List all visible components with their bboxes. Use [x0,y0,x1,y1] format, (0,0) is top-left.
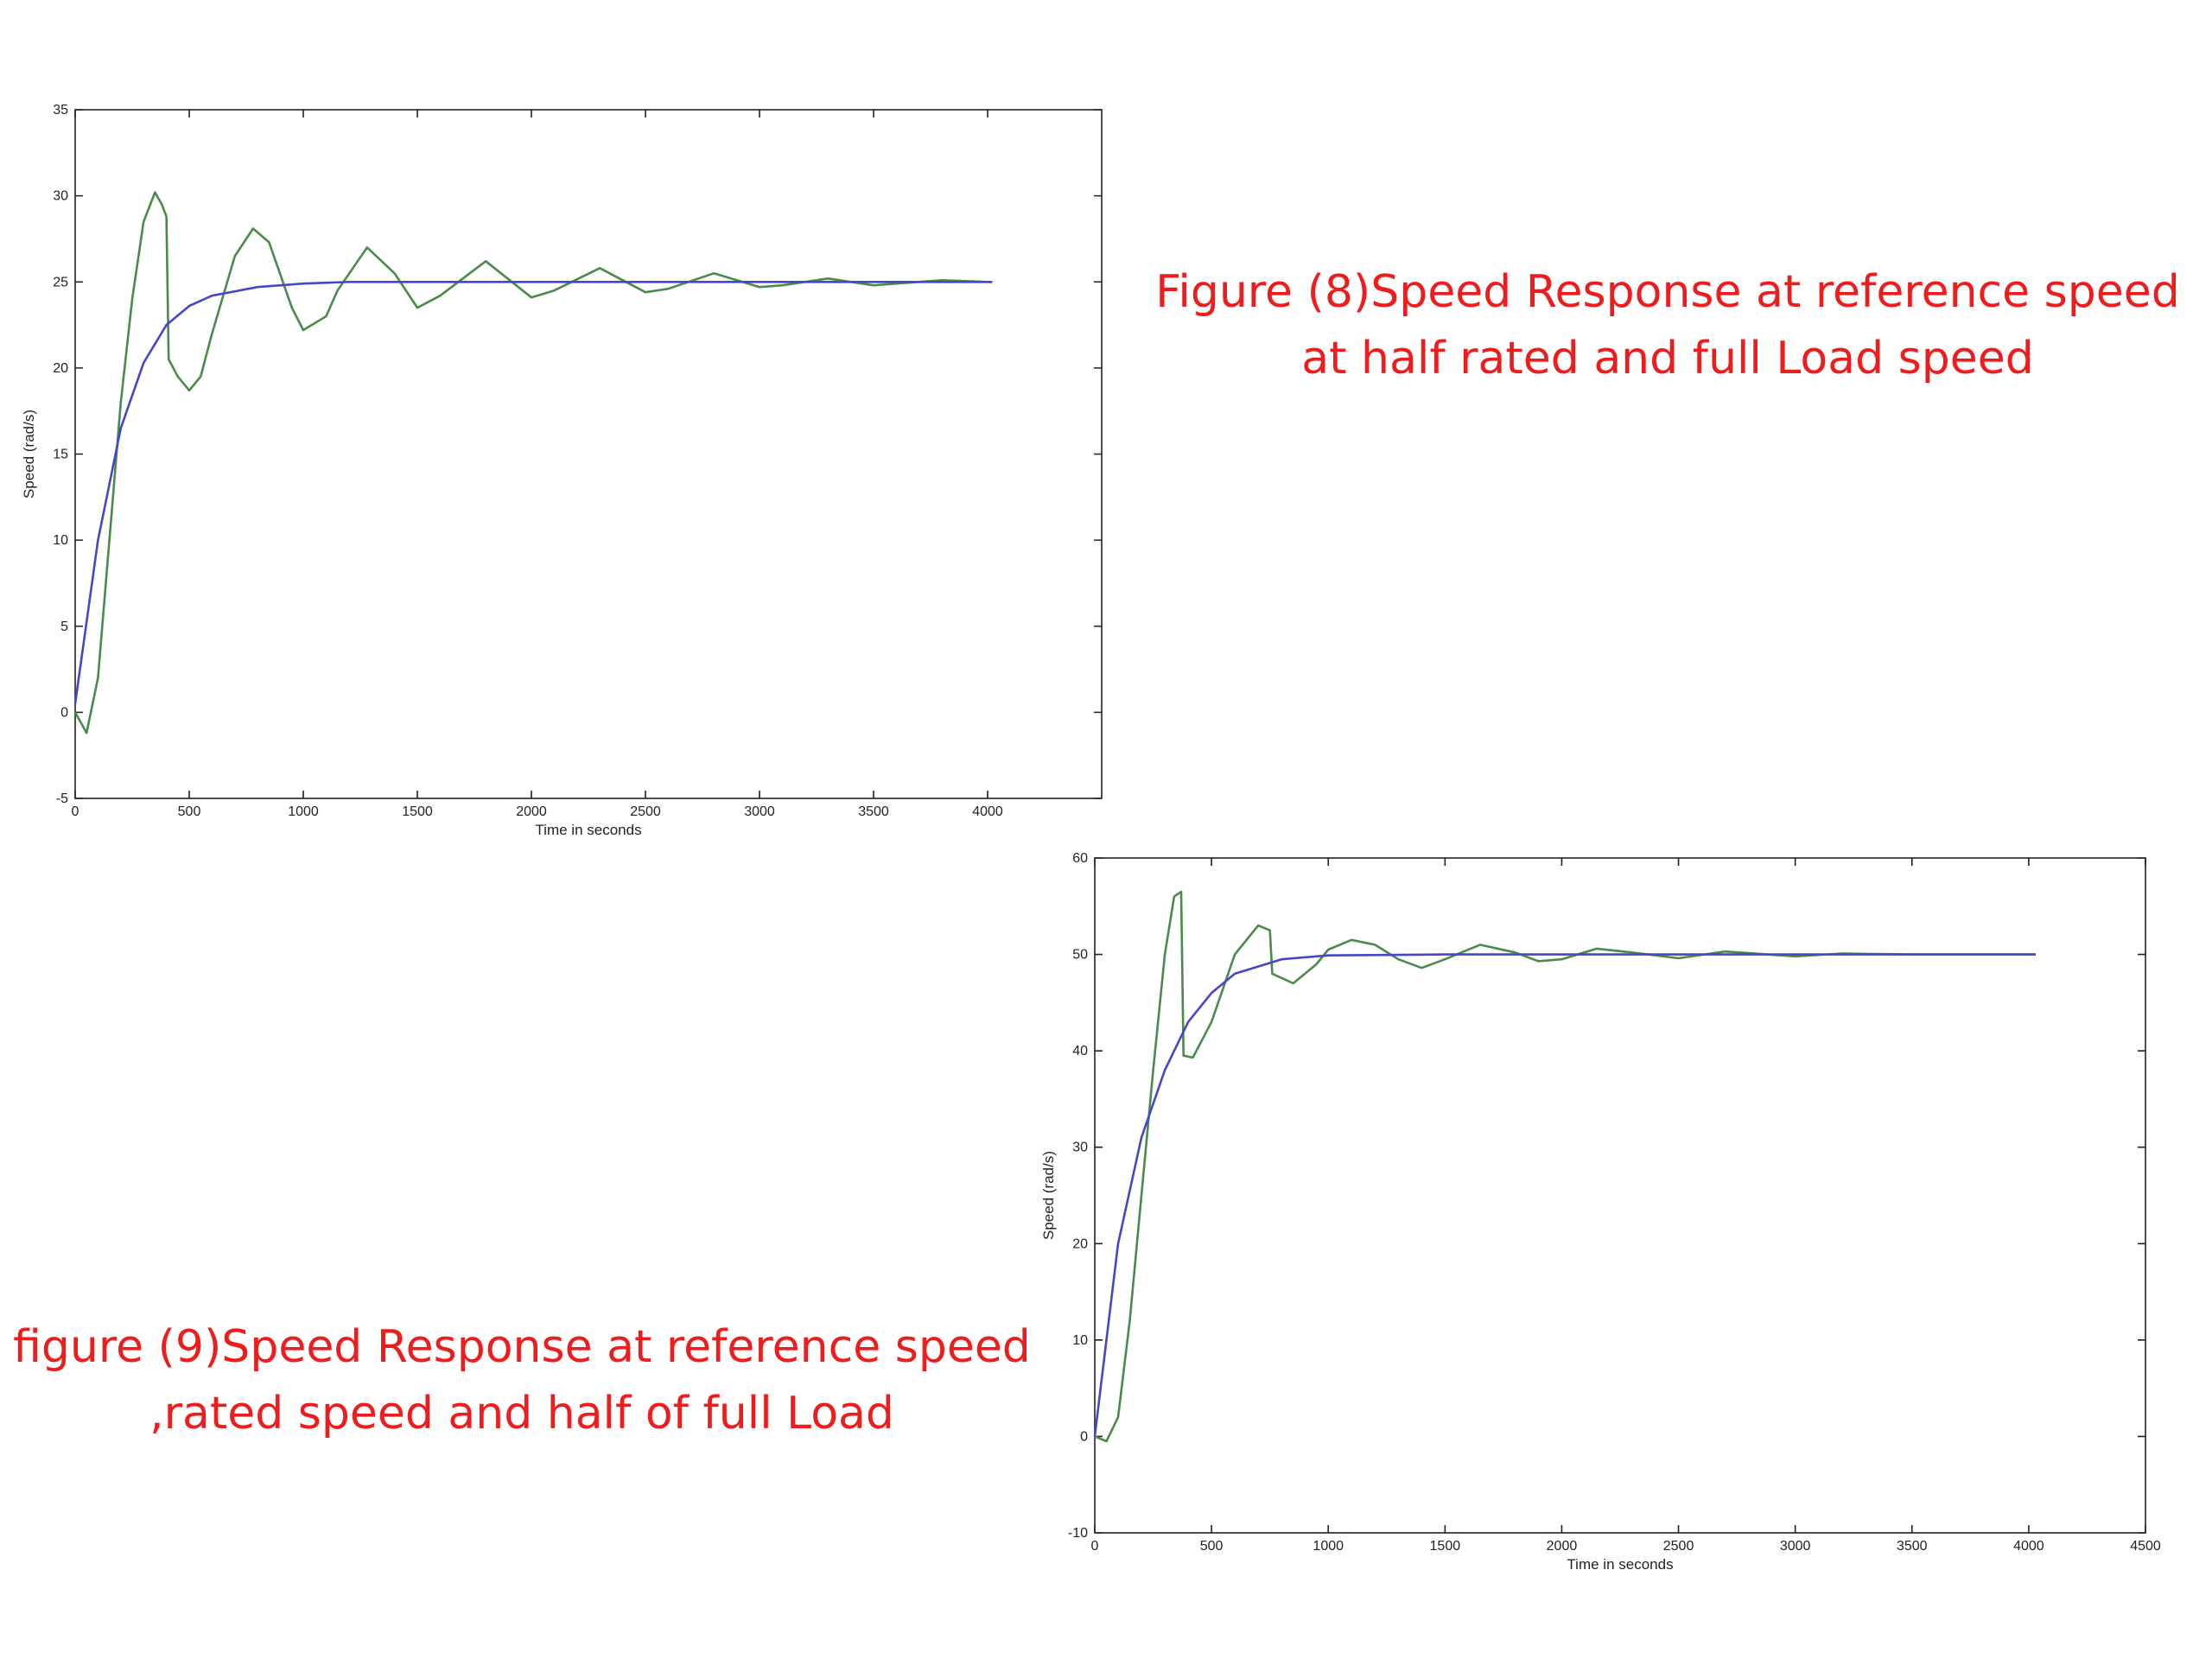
y-tick-label: 15 [53,448,68,462]
y-tick-label: 20 [53,361,68,376]
y-axis-label: Speed (rad/s) [1040,1151,1057,1240]
x-tick-label: 500 [178,804,201,819]
x-tick-label: 500 [1200,1539,1224,1554]
x-tick-label: 2000 [1547,1539,1578,1554]
y-tick-label: 0 [60,705,68,720]
figure-caption: at half rated and full Load speed [1301,333,2033,385]
x-axis-label: Time in seconds [1567,1556,1673,1573]
figure-caption: figure (9)Speed Response at reference sp… [13,1321,1031,1373]
y-tick-label: 60 [1072,851,1088,866]
x-tick-label: 1000 [1313,1539,1344,1554]
y-tick-label: 25 [53,275,68,289]
y-tick-label: 10 [53,533,68,548]
y-tick-label: 10 [1072,1333,1088,1348]
y-tick-label: 30 [53,189,68,204]
x-axis-label: Time in seconds [535,822,641,838]
series-line [73,281,993,704]
x-tick-label: 1000 [288,804,319,819]
y-tick-label: 0 [1080,1429,1088,1444]
x-tick-label: 2000 [516,804,547,819]
x-tick-label: 0 [72,804,79,819]
figure-caption: Figure (8)Speed Response at reference sp… [1155,266,2179,318]
x-tick-label: 2500 [630,804,661,819]
x-tick-label: 4500 [2130,1539,2161,1554]
x-tick-label: 4000 [972,804,1003,819]
y-tick-label: -10 [1068,1526,1088,1541]
x-tick-label: 0 [1091,1539,1099,1554]
x-tick-label: 1500 [1430,1539,1461,1554]
y-tick-label: 5 [60,620,68,634]
x-tick-label: 4000 [2013,1539,2044,1554]
x-tick-label: 3000 [744,804,775,819]
y-tick-label: 35 [53,103,68,118]
figure-caption: ,rated speed and half of full Load [149,1388,894,1440]
y-tick-label: 50 [1072,948,1088,963]
series-line [1093,953,2036,1437]
x-tick-label: 1500 [402,804,433,819]
y-tick-label: 20 [1072,1236,1088,1251]
plot-area [1094,857,2146,1534]
series-line [1094,890,2036,1443]
x-tick-label: 3500 [858,804,889,819]
x-tick-label: 3500 [1897,1539,1928,1554]
series-line [73,191,993,734]
y-tick-label: 30 [1072,1141,1088,1155]
x-tick-label: 3000 [1780,1539,1811,1554]
y-axis-label: Speed (rad/s) [21,410,37,499]
plot-area [74,109,1103,799]
y-tick-label: 40 [1072,1044,1088,1058]
y-tick-label: -5 [56,791,68,806]
x-tick-label: 2500 [1663,1539,1694,1554]
